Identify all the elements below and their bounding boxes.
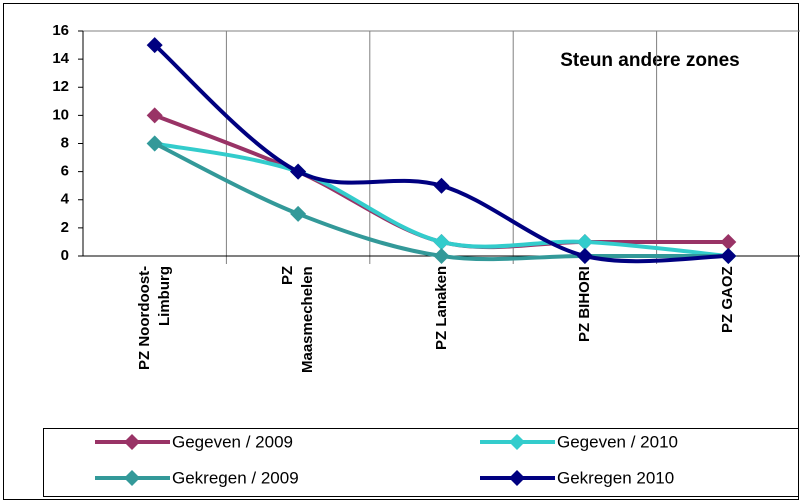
legend-marker [124,470,140,486]
marker [433,233,450,250]
legend-label: Gegeven / 2009 [172,432,293,451]
x-tick-label: PZ Noordoost- Limburg [135,266,173,371]
x-tick-label: PZ GAOZ [719,266,737,333]
marker [146,107,163,124]
legend-label: Gegeven / 2010 [557,432,678,451]
marker [576,233,593,250]
marker [290,205,307,222]
y-tick-label: 14 [52,50,69,67]
marker [433,248,450,264]
marker [433,177,450,194]
legend-label: Gekregen / 2009 [172,468,299,487]
y-tick-label: 8 [61,134,69,151]
chart-frame [3,3,799,500]
x-tick-label: PZ Maasmechelen [279,266,317,373]
y-tick-label: 0 [61,247,69,264]
x-tick-label: PZ BIHORI [575,266,593,342]
y-tick-label: 2 [61,219,69,236]
y-tick-label: 12 [52,78,69,95]
marker [576,248,593,264]
legend-marker [124,434,140,450]
marker [146,135,163,152]
legend-marker [509,434,525,450]
y-tick-label: 10 [52,106,69,123]
marker [146,37,163,54]
x-tick-label: PZ Lanaken [432,266,450,351]
marker [720,233,737,250]
y-tick-label: 16 [52,22,69,39]
legend-label: Gekregen 2010 [557,468,674,487]
legend-frame [43,428,799,497]
y-tick-label: 6 [61,163,69,180]
marker [290,163,307,180]
marker [720,248,737,264]
chart-title: Steun andere zones [560,50,740,71]
y-tick-label: 4 [61,191,70,208]
legend-marker [509,470,525,486]
